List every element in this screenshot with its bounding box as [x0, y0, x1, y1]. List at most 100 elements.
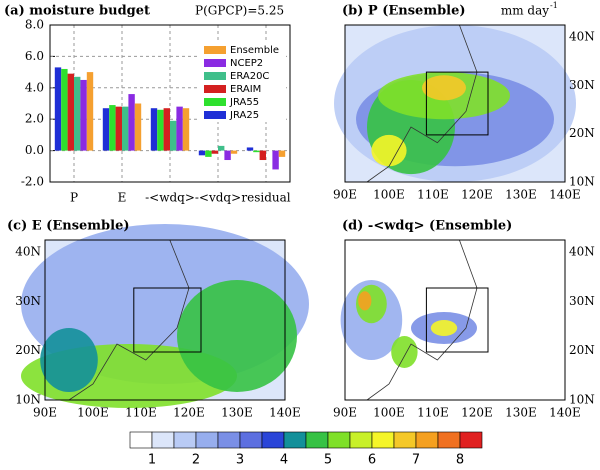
y-tick-label: 40N: [569, 245, 595, 259]
y-tick-label: 6.0: [25, 49, 44, 63]
bar: [224, 150, 231, 161]
x-tick-label: 120E: [461, 188, 493, 202]
bar: [230, 150, 238, 154]
bar: [109, 105, 116, 151]
plot-frame: [49, 24, 291, 183]
x-tick-label: 130E: [505, 406, 537, 420]
contour-fill: [40, 328, 98, 392]
legend-swatch: [204, 72, 226, 80]
map-frame: [344, 239, 566, 401]
colorbar-cell: [393, 431, 417, 449]
colorbar-cell: [283, 431, 307, 449]
units: mm day: [501, 4, 549, 18]
map-frame: [344, 24, 566, 183]
y-tick-label: 30N: [569, 78, 595, 92]
colorbar-label: 5: [324, 453, 332, 467]
x-tick-label: 100E: [373, 188, 405, 202]
x-tick-label: 90E: [33, 406, 57, 420]
colorbar-cell: [217, 431, 241, 449]
bar: [157, 109, 164, 151]
bar: [61, 68, 68, 151]
colorbar-cell: [151, 431, 175, 449]
contour-fill: [391, 336, 418, 368]
contour-fill: [430, 320, 458, 336]
bar: [278, 150, 286, 157]
colorbar-cell: [173, 431, 197, 449]
bar: [80, 79, 87, 151]
colorbar-cell: [129, 431, 153, 449]
x-tick-label: -<wdq>: [145, 191, 195, 205]
x-tick-label: 110E: [417, 188, 449, 202]
units-sup: -1: [550, 1, 558, 10]
y-tick-label: 10N: [569, 393, 595, 407]
x-tick-label: P: [70, 191, 78, 205]
x-tick-label: 130E: [221, 406, 253, 420]
legend-swatch: [204, 85, 226, 93]
bar: [128, 94, 135, 151]
x-tick-label: 120E: [173, 406, 205, 420]
bar: [150, 108, 158, 151]
annotation: P(GPCP)=5.25: [195, 4, 284, 18]
y-tick-label: 4.0: [25, 80, 44, 94]
legend-label: NCEP2: [230, 58, 263, 69]
x-tick-label: -<vdq>: [195, 191, 241, 205]
bar: [198, 150, 206, 156]
bar: [205, 150, 212, 157]
y-tick-label: 10N: [569, 175, 595, 189]
colorbar-cell: [195, 431, 219, 449]
region-box: [425, 71, 489, 136]
contour-fill: [371, 134, 407, 167]
x-tick-label: 140E: [549, 188, 581, 202]
bar: [134, 103, 142, 151]
bar: [102, 108, 110, 151]
x-tick-label: 110E: [125, 406, 157, 420]
colorbar-cell: [305, 431, 329, 449]
colorbar-cell: [327, 431, 351, 449]
legend-swatch: [204, 59, 226, 67]
x-tick-label: 90E: [333, 406, 357, 420]
y-tick-label: 40N: [15, 245, 41, 259]
contour-fill: [422, 75, 466, 101]
map-frame: [44, 239, 286, 401]
bar: [163, 108, 170, 151]
x-tick-label: 140E: [549, 406, 581, 420]
colorbar-label: 7: [412, 453, 420, 467]
colorbar-cell: [371, 431, 395, 449]
colorbar-cell: [349, 431, 373, 449]
colorbar-cell: [437, 431, 461, 449]
legend-box: [200, 42, 286, 122]
colorbar-label: 8: [456, 453, 464, 467]
legend-swatch: [204, 111, 226, 119]
bar: [54, 67, 62, 151]
bar: [211, 150, 218, 154]
y-tick-label: 0.0: [25, 143, 44, 157]
panel-title: (b) P (Ensemble): [342, 4, 466, 19]
x-tick-label: 110E: [417, 406, 449, 420]
legend-swatch: [204, 46, 226, 54]
x-tick-label: 100E: [77, 406, 109, 420]
y-tick-label: 30N: [569, 294, 595, 308]
bar: [246, 147, 254, 151]
region-box: [133, 287, 202, 353]
y-tick-label: 20N: [15, 343, 41, 357]
bar: [122, 106, 129, 151]
bar: [218, 145, 225, 151]
y-tick-label: -2.0: [21, 175, 44, 189]
x-tick-label: 140E: [269, 406, 301, 420]
bar: [170, 120, 177, 151]
x-tick-label: 90E: [333, 188, 357, 202]
legend-label: Ensemble: [230, 45, 279, 56]
x-tick-label: 100E: [373, 406, 405, 420]
y-tick-label: 8.0: [25, 18, 44, 32]
y-tick-label: 2.0: [25, 112, 44, 126]
panel-title: (d) -<wdq> (Ensemble): [342, 219, 512, 234]
x-tick-label: E: [118, 191, 127, 205]
panel-title: (a) moisture budget: [4, 4, 150, 19]
legend-label: ERA20C: [230, 71, 269, 82]
legend-label: JRA55: [229, 97, 259, 108]
contour-fill: [177, 280, 297, 392]
y-tick-label: 40N: [569, 30, 595, 44]
x-tick-label: 130E: [505, 188, 537, 202]
y-tick-label: 20N: [569, 343, 595, 357]
